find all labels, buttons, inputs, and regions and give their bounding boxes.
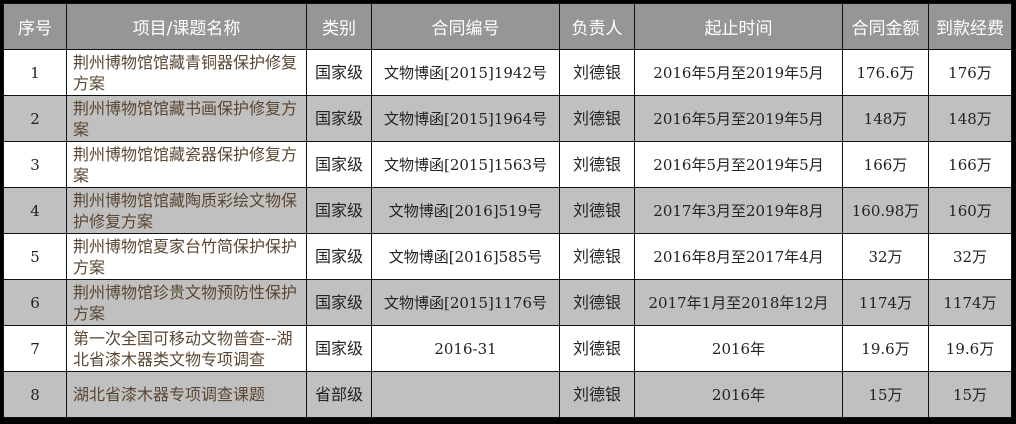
cell-received: 160万 xyxy=(928,187,1012,234)
cell-period: 2016年5月至2019年5月 xyxy=(634,141,843,188)
header-period: 起止时间 xyxy=(634,3,843,50)
cell-period: 2016年 xyxy=(634,325,843,372)
cell-no: 5 xyxy=(3,233,67,280)
cell-name: 第一次全国可移动文物普查--湖北省漆木器类文物专项调查 xyxy=(66,325,307,372)
cell-contract: 文物博函[2015]1942号 xyxy=(371,49,560,96)
table-row: 3 荆州博物馆馆藏瓷器保护修复方案 国家级 文物博函[2015]1563号 刘德银 201… xyxy=(3,141,1012,188)
header-contract: 合同编号 xyxy=(371,3,560,50)
cell-contract: 文物博函[2015]1176号 xyxy=(371,279,560,326)
table-row: 2 荆州博物馆馆藏书画保护修复方案 国家级 文物博函[2015]1964号 刘德银 201… xyxy=(3,95,1012,142)
cell-person: 刘德银 xyxy=(559,325,635,372)
header-person: 负责人 xyxy=(559,3,635,50)
cell-received: 166万 xyxy=(928,141,1012,188)
cell-contract: 文物博函[2015]1964号 xyxy=(371,95,560,142)
header-category: 类别 xyxy=(306,3,372,50)
cell-received: 148万 xyxy=(928,95,1012,142)
cell-amount: 15万 xyxy=(842,371,929,418)
cell-amount: 1174万 xyxy=(842,279,929,326)
cell-period: 2016年8月至2017年4月 xyxy=(634,233,843,280)
cell-amount: 176.6万 xyxy=(842,49,929,96)
cell-category: 国家级 xyxy=(306,141,372,188)
cell-person: 刘德银 xyxy=(559,187,635,234)
cell-contract xyxy=(371,371,560,418)
cell-category: 国家级 xyxy=(306,49,372,96)
cell-category: 国家级 xyxy=(306,233,372,280)
cell-received: 1174万 xyxy=(928,279,1012,326)
cell-person: 刘德银 xyxy=(559,279,635,326)
cell-person: 刘德银 xyxy=(559,49,635,96)
cell-received: 176万 xyxy=(928,49,1012,96)
cell-period: 2017年1月至2018年12月 xyxy=(634,279,843,326)
cell-contract: 文物博函[2016]585号 xyxy=(371,233,560,280)
header-received: 到款经费 xyxy=(928,3,1012,50)
cell-period: 2016年5月至2019年5月 xyxy=(634,95,843,142)
cell-no: 1 xyxy=(3,49,67,96)
cell-person: 刘德银 xyxy=(559,141,635,188)
cell-no: 3 xyxy=(3,141,67,188)
cell-amount: 166万 xyxy=(842,141,929,188)
cell-person: 刘德银 xyxy=(559,95,635,142)
header-no: 序号 xyxy=(3,3,67,50)
cell-category: 国家级 xyxy=(306,187,372,234)
cell-contract: 文物博函[2016]519号 xyxy=(371,187,560,234)
cell-no: 8 xyxy=(3,371,67,418)
cell-no: 2 xyxy=(3,95,67,142)
cell-name: 荆州博物馆珍贵文物预防性保护方案 xyxy=(66,279,307,326)
cell-name: 荆州博物馆馆藏青铜器保护修复方案 xyxy=(66,49,307,96)
cell-amount: 148万 xyxy=(842,95,929,142)
cell-name: 荆州博物馆馆藏陶质彩绘文物保护修复方案 xyxy=(66,187,307,234)
table-row: 7 第一次全国可移动文物普查--湖北省漆木器类文物专项调查 国家级 2016-31 刘德… xyxy=(3,325,1012,372)
table-row: 6 荆州博物馆珍贵文物预防性保护方案 国家级 文物博函[2015]1176号 刘德银 20… xyxy=(3,279,1012,326)
cell-contract: 文物博函[2015]1563号 xyxy=(371,141,560,188)
cell-name: 荆州博物馆夏家台竹简保护保护方案 xyxy=(66,233,307,280)
cell-name: 湖北省漆木器专项调查课题 xyxy=(66,371,307,418)
cell-category: 省部级 xyxy=(306,371,372,418)
header-name: 项目/课题名称 xyxy=(66,3,307,50)
cell-person: 刘德银 xyxy=(559,371,635,418)
cell-category: 国家级 xyxy=(306,279,372,326)
cell-amount: 32万 xyxy=(842,233,929,280)
cell-amount: 19.6万 xyxy=(842,325,929,372)
cell-category: 国家级 xyxy=(306,325,372,372)
cell-no: 7 xyxy=(3,325,67,372)
header-row: 序号 项目/课题名称 类别 合同编号 负责人 起止时间 合同金额 到款经费 xyxy=(3,3,1012,50)
cell-amount: 160.98万 xyxy=(842,187,929,234)
cell-no: 6 xyxy=(3,279,67,326)
cell-name: 荆州博物馆馆藏书画保护修复方案 xyxy=(66,95,307,142)
cell-period: 2016年 xyxy=(634,371,843,418)
table-row: 5 荆州博物馆夏家台竹简保护保护方案 国家级 文物博函[2016]585号 刘德银 201… xyxy=(3,233,1012,280)
cell-received: 32万 xyxy=(928,233,1012,280)
header-amount: 合同金额 xyxy=(842,3,929,50)
table-row: 4 荆州博物馆馆藏陶质彩绘文物保护修复方案 国家级 文物博函[2016]519号 刘德银… xyxy=(3,187,1012,234)
cell-received: 15万 xyxy=(928,371,1012,418)
cell-period: 2017年3月至2019年8月 xyxy=(634,187,843,234)
cell-category: 国家级 xyxy=(306,95,372,142)
cell-contract: 2016-31 xyxy=(371,325,560,372)
cell-person: 刘德银 xyxy=(559,233,635,280)
cell-name: 荆州博物馆馆藏瓷器保护修复方案 xyxy=(66,141,307,188)
cell-no: 4 xyxy=(3,187,67,234)
cell-period: 2016年5月至2019年5月 xyxy=(634,49,843,96)
table-row: 8 湖北省漆木器专项调查课题 省部级 刘德银 2016年 15万 15万 xyxy=(3,371,1012,418)
cell-received: 19.6万 xyxy=(928,325,1012,372)
table-row: 1 荆州博物馆馆藏青铜器保护修复方案 国家级 文物博函[2015]1942号 刘德银 20… xyxy=(3,49,1012,96)
